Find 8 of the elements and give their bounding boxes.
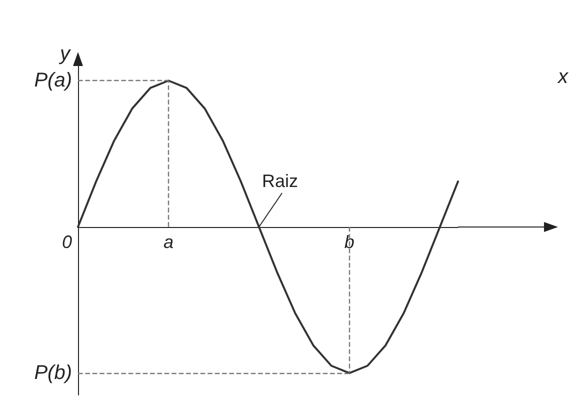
x-tick-label: b [344, 232, 354, 252]
annotation: Raiz [262, 171, 298, 191]
ref-line-label: P(b) [34, 362, 72, 384]
y-axis-title: y [58, 43, 71, 65]
ref-line-label: P(a) [34, 70, 72, 92]
x-tick-label: a [163, 232, 174, 252]
x-tick-label: 0 [62, 232, 72, 252]
x-axis-title: x [557, 66, 569, 88]
